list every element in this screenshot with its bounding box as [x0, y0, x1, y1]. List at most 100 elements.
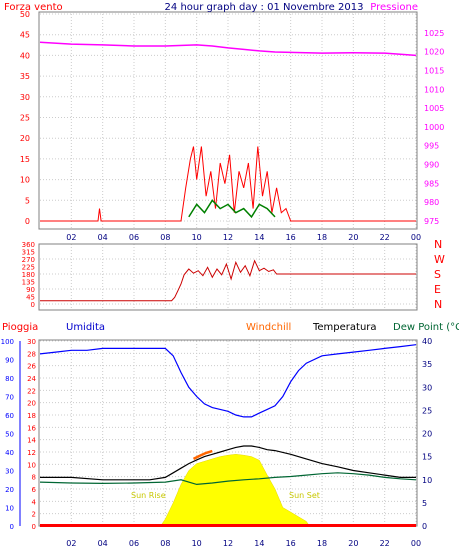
p1-right-tick-label: 975	[424, 217, 439, 226]
p1-left-tick-label: 5	[25, 196, 30, 205]
p1-right-tick-label: 990	[424, 161, 439, 170]
p3-humidity-tick-label: 50	[5, 431, 14, 439]
p1-left-tick-label: 35	[20, 72, 30, 81]
p1-left-tick-label: 20	[20, 134, 30, 143]
p1-right-tick-label: 1015	[424, 66, 444, 75]
rain-axis-title: Pioggia	[2, 322, 38, 333]
p3-temp-tick-label: 5	[422, 499, 427, 508]
wind-direction-plot	[38, 243, 418, 311]
p1-left-tick-label: 0	[25, 217, 30, 226]
p3-rain-tick-label: 2	[32, 511, 36, 519]
p1-right-tick-label: 1025	[424, 29, 444, 38]
p1-right-tick-label: 1005	[424, 104, 444, 113]
p3-temp-tick-label: 20	[422, 430, 432, 439]
p1-x-tick-label: 16	[286, 233, 296, 242]
p3-rain-tick-label: 16	[27, 424, 36, 432]
p2-compass-label: E	[434, 283, 441, 296]
sunset-label: Sun Set	[289, 491, 320, 500]
p2-left-tick-label: 270	[22, 256, 35, 264]
p1-x-tick-label: 18	[317, 233, 327, 242]
p1-x-tick-label: 02	[66, 233, 76, 242]
p3-rain-tick-label: 28	[27, 350, 36, 358]
p1-x-tick-label: 12	[223, 233, 233, 242]
p2-left-tick-label: 135	[22, 279, 35, 287]
p1-x-tick-label: 14	[254, 233, 264, 242]
wind-axis-title: Forza vento	[4, 2, 63, 13]
p3-humidity-tick-label: 60	[5, 412, 14, 420]
p3-rain-tick-label: 0	[32, 523, 36, 531]
p3-temp-tick-label: 30	[422, 383, 432, 392]
p2-left-tick-label: 45	[26, 294, 35, 302]
windchill-legend: Windchill	[246, 322, 291, 333]
p1-left-tick-label: 30	[20, 93, 30, 102]
p3-humidity-tick-label: 10	[5, 505, 14, 513]
p1-x-tick-label: 22	[380, 233, 390, 242]
p3-temp-tick-label: 25	[422, 406, 432, 415]
p3-rain-tick-label: 10	[27, 461, 36, 469]
p1-left-tick-label: 10	[20, 176, 30, 185]
p3-humidity-tick-label: 20	[5, 486, 14, 494]
p3-x-tick-label: 16	[286, 539, 296, 548]
p3-temp-tick-label: 40	[422, 337, 432, 346]
p3-rain-tick-label: 8	[32, 474, 36, 482]
p1-x-tick-label: 10	[192, 233, 202, 242]
p3-temp-tick-label: 35	[422, 360, 432, 369]
p3-humidity-tick-label: 90	[5, 357, 14, 365]
p3-rain-tick-label: 20	[27, 400, 36, 408]
p2-compass-label: S	[434, 268, 441, 281]
p1-right-tick-label: 995	[424, 142, 439, 151]
p3-x-tick-label: 22	[380, 539, 390, 548]
dewpoint-legend: Dew Point (°C	[393, 322, 459, 333]
p3-temp-tick-label: 0	[422, 522, 427, 531]
temperature-legend: Temperatura	[312, 322, 377, 333]
p1-right-tick-label: 980	[424, 198, 439, 207]
p1-right-tick-label: 985	[424, 179, 439, 188]
p3-humidity-tick-label: 0	[10, 523, 14, 531]
p1-x-tick-label: 06	[129, 233, 139, 242]
p1-right-tick-label: 1010	[424, 85, 444, 94]
p2-compass-label: N	[434, 298, 442, 311]
p2-left-tick-label: 225	[22, 264, 35, 272]
pressure-axis-title: Pressione	[370, 2, 418, 13]
p2-left-tick-label: 90	[26, 286, 35, 294]
p2-left-tick-label: 360	[22, 241, 35, 249]
p3-x-tick-label: 20	[348, 539, 358, 548]
sunrise-label: Sun Rise	[131, 491, 166, 500]
p3-humidity-tick-label: 100	[1, 338, 14, 346]
p3-rain-tick-label: 30	[27, 338, 36, 346]
p3-rain-tick-label: 24	[27, 375, 36, 383]
p2-left-tick-label: 0	[31, 301, 35, 309]
p3-humidity-tick-label: 40	[5, 449, 14, 457]
series-dew-point	[39, 472, 417, 486]
p3-x-tick-label: 10	[192, 539, 202, 548]
p1-x-tick-label: 20	[348, 233, 358, 242]
p1-right-tick-label: 1020	[424, 48, 444, 57]
series-temperatura	[40, 445, 416, 481]
p3-rain-tick-label: 12	[27, 449, 36, 457]
p1-x-tick-label: 04	[98, 233, 108, 242]
p3-humidity-tick-label: 30	[5, 468, 14, 476]
p2-left-tick-label: 180	[22, 271, 35, 279]
p3-x-tick-label: 02	[66, 539, 76, 548]
wind-pressure-plot	[38, 11, 418, 230]
p3-rain-tick-label: 6	[32, 486, 37, 494]
p3-rain-tick-label: 26	[27, 363, 36, 371]
p3-x-tick-label: 06	[129, 539, 139, 548]
p2-compass-label: W	[434, 253, 445, 266]
series-windchill	[192, 449, 213, 461]
series-gust-average	[188, 199, 276, 219]
p1-x-tick-label: 00	[411, 233, 421, 242]
p3-x-tick-label: 12	[223, 539, 233, 548]
chart-title: 24 hour graph day : 01 Novembre 2013	[165, 2, 364, 13]
p3-x-tick-label: 14	[254, 539, 264, 548]
humidity-axis-title: Umidita	[66, 322, 105, 333]
p3-x-tick-label: 00	[411, 539, 421, 548]
series-pioggia	[40, 524, 416, 527]
p1-left-tick-label: 40	[20, 51, 30, 60]
series-solar-area	[40, 454, 416, 527]
p3-x-tick-label: 08	[160, 539, 170, 548]
series-direzione	[40, 259, 416, 302]
p3-x-tick-label: 18	[317, 539, 327, 548]
p3-rain-tick-label: 18	[27, 412, 36, 420]
p3-humidity-tick-label: 80	[5, 375, 14, 383]
